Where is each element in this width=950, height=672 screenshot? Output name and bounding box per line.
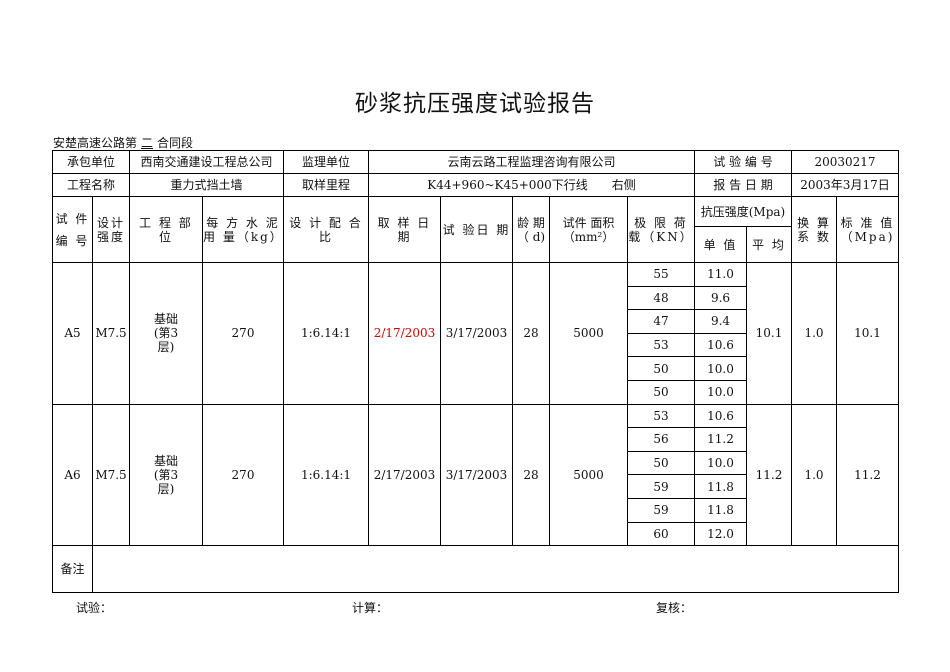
standard-value: 10.1: [836, 262, 899, 405]
data-row: 56 11.2: [53, 427, 899, 452]
data-row: 48 9.6: [53, 285, 899, 311]
mileage: K44+960~K45+000下行线 右侧: [368, 173, 695, 197]
test-no-label: 试 验 编 号: [694, 150, 792, 174]
h-avg: 平 均: [746, 226, 792, 263]
test-no: 20030217: [791, 150, 899, 174]
factor: 1.0: [791, 403, 837, 547]
data-row: 50 10.0: [53, 450, 899, 476]
section-prefix: 安楚高速公路第: [53, 136, 138, 150]
single-value: 9.6: [694, 285, 747, 311]
single-value: 11.8: [694, 474, 747, 499]
load: 50: [627, 356, 695, 381]
load: 48: [627, 285, 695, 311]
single-value: 10.6: [694, 332, 747, 358]
h-sample-date: 取 样 日 期: [368, 196, 441, 263]
factor: 1.0: [791, 262, 837, 405]
h-area: 试件 面积（mm²）: [549, 196, 628, 263]
single-value: 10.6: [694, 403, 747, 429]
load: 50: [627, 450, 695, 476]
supervisor: 云南云路工程监理咨询有限公司: [368, 150, 695, 174]
data-row: 59 11.8: [53, 497, 899, 523]
h-single: 单 值: [694, 226, 747, 263]
remarks-label: 备注: [52, 545, 93, 594]
data-row: A5 M7.5 基础(第3层) 270 1:6.14:1 2/17/2003 3/17/20…: [52, 262, 899, 405]
mileage-label: 取样里程: [283, 173, 369, 197]
test-date: 3/17/2003: [440, 403, 513, 547]
load: 50: [627, 379, 695, 405]
data-row: 50 10.0: [53, 356, 899, 381]
data-row: 59 11.8: [53, 474, 899, 499]
report-title: 砂浆抗压强度试验报告: [355, 91, 595, 117]
h-specimen-no: 试 件 编 号: [52, 196, 93, 263]
single-value: 10.0: [694, 356, 747, 381]
age: 28: [512, 403, 550, 547]
standard-value: 11.2: [836, 403, 899, 547]
mix-ratio: 1:6.14:1: [283, 262, 369, 405]
section-suffix: 合同段: [157, 136, 194, 150]
age: 28: [512, 262, 550, 405]
section-number: 二: [141, 136, 154, 150]
data-row: 53 10.6: [53, 332, 899, 358]
footer-calc: 计算：: [352, 601, 389, 615]
average: 10.1: [746, 262, 792, 405]
load: 55: [627, 262, 695, 287]
h-mix: 设 计 配 合 比: [283, 196, 369, 263]
test-date: 3/17/2003: [440, 262, 513, 405]
load: 47: [627, 309, 695, 334]
specimen-no: A6: [52, 403, 93, 547]
h-std: 标 准 值（Mpa): [836, 196, 899, 263]
area: 5000: [549, 262, 628, 405]
footer-test: 试验：: [76, 601, 113, 615]
h-part: 工 程 部 位: [129, 196, 203, 263]
h-design-strength: 设计 强度: [92, 196, 130, 263]
design-grade: M7.5: [92, 262, 130, 405]
single-value: 11.8: [694, 497, 747, 523]
single-value: 10.0: [694, 379, 747, 405]
single-value: 11.0: [694, 262, 747, 287]
mix-ratio: 1:6.14:1: [283, 403, 369, 547]
h-strength: 抗压强度(Mpa): [694, 196, 792, 227]
data-row: A6 M7.5 基础(第3层) 270 1:6.14:1 2/17/2003 3/17/20…: [52, 403, 899, 547]
design-grade: M7.5: [92, 403, 130, 547]
specimen-no: A5: [52, 262, 93, 405]
contractor: 西南交通建设工程总公司: [129, 150, 284, 174]
load: 56: [627, 427, 695, 452]
contractor-label: 承包单位: [52, 150, 130, 174]
area: 5000: [549, 403, 628, 547]
report-date: 2003年3月17日: [791, 173, 899, 197]
load: 59: [627, 474, 695, 499]
single-value: 9.4: [694, 309, 747, 334]
section-line: 安楚高速公路第二合同段: [53, 134, 193, 151]
project: 重力式挡土墙: [129, 173, 284, 197]
sample-date: 2/17/2003: [368, 262, 441, 405]
data-row: 50 10.0: [53, 379, 899, 405]
single-value: 12.0: [694, 521, 747, 547]
single-value: 11.2: [694, 427, 747, 452]
load: 53: [627, 332, 695, 358]
average: 11.2: [746, 403, 792, 547]
supervisor-label: 监理单位: [283, 150, 369, 174]
report-table: 承包单位 西南交通建设工程总公司 监理单位 云南云路工程监理咨询有限公司 试 验…: [52, 150, 899, 594]
h-test-date: 试 验日 期: [440, 196, 513, 263]
load: 53: [627, 403, 695, 429]
cement: 270: [202, 403, 284, 547]
project-label: 工程名称: [52, 173, 130, 197]
load: 59: [627, 497, 695, 523]
h-cement: 每 方 水 泥 用 量（kg）: [202, 196, 284, 263]
single-value: 10.0: [694, 450, 747, 476]
h-factor: 换 算 系 数: [791, 196, 837, 263]
h-age: 龄 期（ d): [512, 196, 550, 263]
report-date-label: 报 告 日 期: [694, 173, 792, 197]
footer-review: 复核：: [656, 601, 693, 615]
part: 基础(第3层): [129, 403, 203, 547]
data-row: 47 9.4: [53, 309, 899, 334]
load: 60: [627, 521, 695, 547]
sample-date: 2/17/2003: [368, 403, 441, 547]
cement: 270: [202, 262, 284, 405]
remarks[interactable]: [92, 545, 899, 594]
h-load: 极 限 荷 载（KN）: [627, 196, 695, 263]
part: 基础(第3层): [129, 262, 203, 405]
